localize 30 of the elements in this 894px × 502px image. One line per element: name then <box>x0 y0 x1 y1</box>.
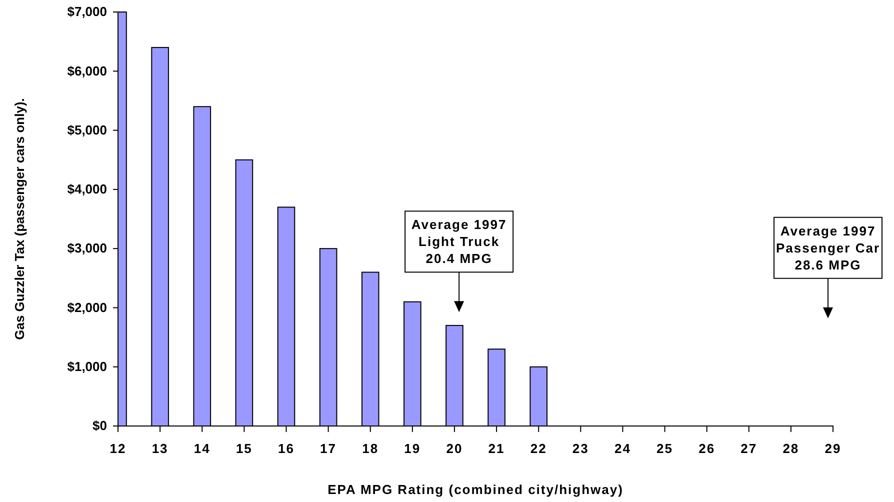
x-tick-label: 19 <box>404 441 421 456</box>
y-tick-label: $3,000 <box>67 240 107 256</box>
x-tick-label: 27 <box>740 441 758 456</box>
y-tick-label: $1,000 <box>67 359 107 374</box>
x-tick-label: 26 <box>698 441 716 456</box>
x-tick-label: 20 <box>446 441 463 456</box>
x-tick-label: 29 <box>824 441 842 456</box>
y-axis-title: Gas Guzzler Tax (passenger cars only). <box>12 98 27 340</box>
x-tick-label: 13 <box>152 441 168 456</box>
x-tick-label: 21 <box>488 441 505 456</box>
x-tick-label: 15 <box>236 441 252 456</box>
x-tick-label: 24 <box>614 441 631 456</box>
x-tick-label: 18 <box>362 441 379 456</box>
y-tick-label: $7,000 <box>67 4 107 20</box>
x-tick-label: 25 <box>656 441 673 456</box>
x-tick-label: 14 <box>194 441 210 456</box>
x-tick-label: 28 <box>782 441 800 456</box>
y-tick-label: $6,000 <box>67 63 107 78</box>
x-axis-title: EPA MPG Rating (combined city/highway) <box>328 482 624 497</box>
y-tick-label: $5,000 <box>67 122 107 138</box>
x-tick-label: 17 <box>320 441 337 456</box>
x-tick-label: 16 <box>278 441 294 456</box>
y-tick-label: $0 <box>92 418 107 434</box>
y-tick-label: $2,000 <box>67 300 107 315</box>
annotation: Average 1997 Passenger Car 28.6 MPG <box>776 223 880 272</box>
x-tick-label: 12 <box>110 441 126 456</box>
annotation: Average 1997 Light Truck 20.4 MPG <box>411 217 507 266</box>
y-tick-label: $4,000 <box>67 182 107 197</box>
x-tick-label: 23 <box>572 441 589 456</box>
x-tick-label: 22 <box>530 441 547 456</box>
